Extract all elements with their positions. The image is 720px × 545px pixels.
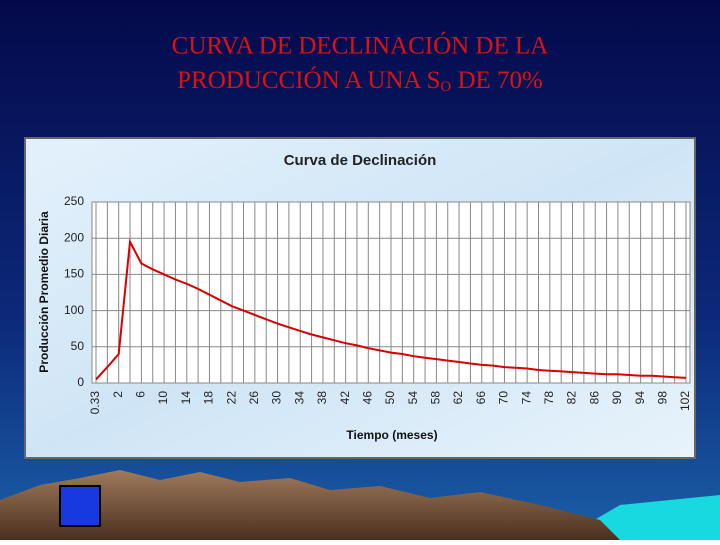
x-tick-label: 70 bbox=[497, 391, 511, 405]
x-tick-label: 30 bbox=[270, 391, 284, 405]
y-axis-label: Producción Promedio Diaria bbox=[37, 211, 51, 373]
slide-title: PRODUCCIÓN A UNA SO DE 70% bbox=[177, 66, 543, 96]
x-tick-label: 46 bbox=[360, 391, 374, 405]
y-tick-label: 200 bbox=[64, 230, 84, 244]
x-tick-label: 38 bbox=[315, 391, 329, 405]
x-tick-label: 2 bbox=[111, 391, 125, 398]
x-axis-label: Tiempo (meses) bbox=[346, 428, 437, 442]
x-tick-label: 6 bbox=[134, 391, 148, 398]
x-tick-label: 50 bbox=[383, 391, 397, 405]
line bbox=[95, 238, 687, 381]
x-tick-label: 14 bbox=[179, 391, 193, 405]
nav-button[interactable] bbox=[59, 485, 101, 527]
mountains bbox=[0, 470, 620, 540]
slide-title: CURVA DE DECLINACIÓN DE LA bbox=[172, 32, 549, 60]
x-tick-label: 0.33 bbox=[88, 391, 102, 415]
x-tick-label: 86 bbox=[587, 391, 601, 405]
y-tick-label: 250 bbox=[64, 194, 84, 208]
x-tick-label: 82 bbox=[565, 391, 579, 405]
x-tick-label: 10 bbox=[156, 391, 170, 405]
x-tick-label: 98 bbox=[655, 391, 669, 405]
x-tick-label: 78 bbox=[542, 391, 556, 405]
x-tick-label: 34 bbox=[292, 391, 306, 405]
y-tick-label: 50 bbox=[71, 339, 85, 353]
x-tick-label: 26 bbox=[247, 391, 261, 405]
title-subscript: O bbox=[440, 79, 451, 95]
y-tick-label: 0 bbox=[77, 375, 84, 389]
title-text: PRODUCCIÓN A UNA S bbox=[177, 66, 440, 94]
x-tick-label: 62 bbox=[451, 391, 465, 405]
x-tick-label: 74 bbox=[519, 391, 533, 405]
x-tick-label: 102 bbox=[678, 391, 692, 411]
y-tick-label: 100 bbox=[64, 303, 84, 317]
x-tick-label: 18 bbox=[202, 391, 216, 405]
x-tick-label: 54 bbox=[406, 391, 420, 405]
x-tick-label: 94 bbox=[633, 391, 647, 405]
x-tick-label: 90 bbox=[610, 391, 624, 405]
y-tick-label: 150 bbox=[64, 267, 84, 281]
x-tick-label: 66 bbox=[474, 391, 488, 405]
chart-title: Curva de Declinación bbox=[284, 152, 437, 169]
title-text: DE 70% bbox=[451, 67, 543, 94]
x-tick-label: 58 bbox=[429, 391, 443, 405]
x-tick-label: 22 bbox=[224, 391, 238, 405]
x-tick-label: 42 bbox=[338, 391, 352, 405]
